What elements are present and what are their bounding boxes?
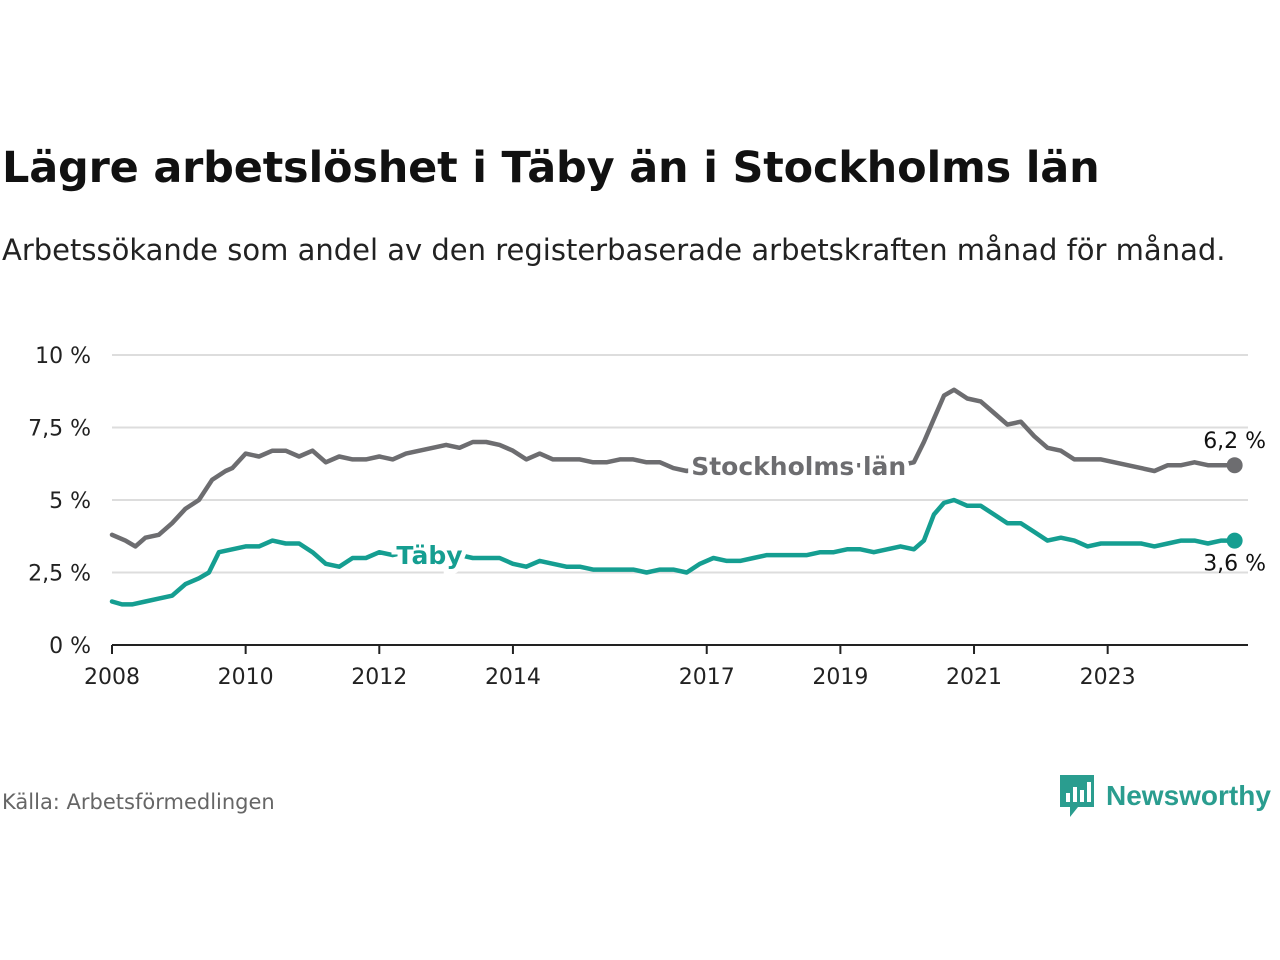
end-value-label-stockholm: 6,2 % (1203, 429, 1266, 454)
series-end-marker (1226, 457, 1243, 474)
newsworthy-logo: Newsworthy (1058, 772, 1271, 820)
x-tick-label: 2023 (1080, 665, 1136, 690)
label-layer: Stockholms län Täby 6,2 % 3,6 % (391, 429, 1266, 577)
series-label-stockholm: Stockholms län (691, 452, 906, 481)
y-tick-label: 2,5 % (28, 562, 91, 587)
y-tick-label: 7,5 % (28, 417, 91, 442)
x-tick-label: 2008 (84, 665, 140, 690)
series-label-taby: Täby (396, 541, 462, 570)
series-line-stockholm (109, 387, 1237, 549)
series-end-marker (1226, 532, 1243, 549)
brand-name: Newsworthy (1106, 780, 1271, 811)
bar-chart-icon (1060, 775, 1094, 817)
y-tick-label: 0 % (49, 634, 91, 659)
x-tick-label: 2012 (351, 665, 407, 690)
x-tick-label: 2021 (946, 665, 1002, 690)
x-tick-label: 2010 (218, 665, 274, 690)
line-chart: 0 % 2,5 % 5 % 7,5 % 10 % 2008 2010 2012 2014 2017… (28, 344, 1266, 690)
x-tick-label: 2017 (679, 665, 735, 690)
x-tick-label: 2014 (485, 665, 541, 690)
end-value-label-taby: 3,6 % (1203, 552, 1266, 577)
series-layer (109, 387, 1243, 607)
axis-layer: 0 % 2,5 % 5 % 7,5 % 10 % 2008 2010 2012 2014 2017… (28, 344, 1248, 690)
x-tick-label: 2019 (812, 665, 868, 690)
source-note: Källa: Arbetsförmedlingen (2, 790, 275, 814)
chart-subtitle: Arbetssökande som andel av den registerb… (2, 233, 1226, 267)
y-tick-label: 10 % (35, 344, 91, 369)
y-tick-label: 5 % (49, 489, 91, 514)
chart-title: Lägre arbetslöshet i Täby än i Stockholm… (2, 143, 1100, 193)
series-line-taby (109, 497, 1237, 607)
